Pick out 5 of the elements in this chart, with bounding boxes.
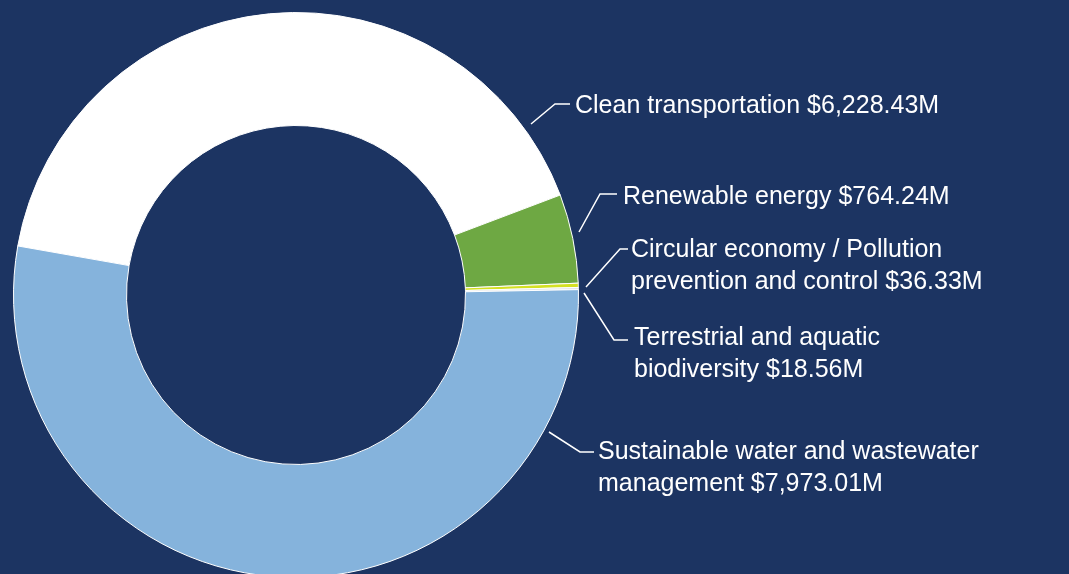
slice-label: Terrestrial and aquatic biodiversity $18.56M (634, 321, 880, 382)
slice-label: Clean transportation $6,228.43M (575, 89, 940, 118)
slice-label: Circular economy / Pollution prevention and control $36.33M (631, 233, 983, 294)
slice-label: Sustainable water and wastewater management $7,973.01M (598, 435, 979, 496)
slice-label: Renewable energy $764.24M (623, 180, 950, 209)
